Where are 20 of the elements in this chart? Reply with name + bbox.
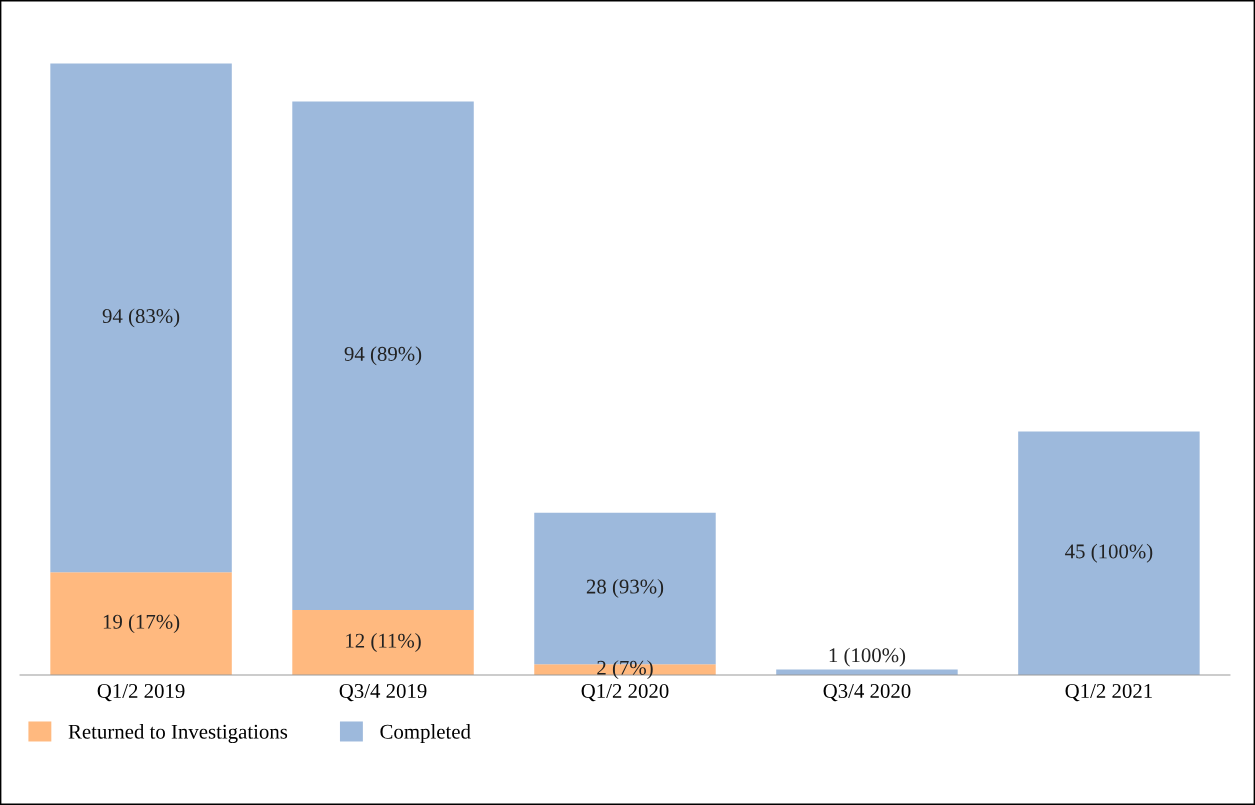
- data-label: 28 (93%): [586, 578, 664, 598]
- bar: [50, 572, 232, 675]
- x-tick-label: Q1/2 2019: [97, 683, 185, 702]
- data-label: 94 (83%): [102, 308, 180, 328]
- x-tick-label: Q3/4 2020: [823, 683, 911, 702]
- data-label: 19 (17%): [103, 614, 180, 634]
- legend-label: Completed: [380, 724, 471, 743]
- x-tick-label: Q1/2 2020: [581, 683, 669, 702]
- data-label: 12 (11%): [346, 633, 421, 652]
- x-tick-label: Q3/4 2019: [339, 683, 427, 702]
- bar: [292, 610, 474, 675]
- data-label: 94 (89%): [344, 346, 422, 366]
- legend-label: Returned to Investigations: [68, 724, 288, 744]
- data-label: 45 (100%): [1065, 543, 1153, 563]
- bar: [50, 63, 232, 573]
- bar: [292, 101, 474, 611]
- data-label: 1 (100%): [829, 647, 906, 667]
- data-label: 2 (7%): [597, 660, 653, 680]
- x-tick-label: Q1/2 2021: [1065, 683, 1152, 702]
- bar: [1018, 431, 1200, 675]
